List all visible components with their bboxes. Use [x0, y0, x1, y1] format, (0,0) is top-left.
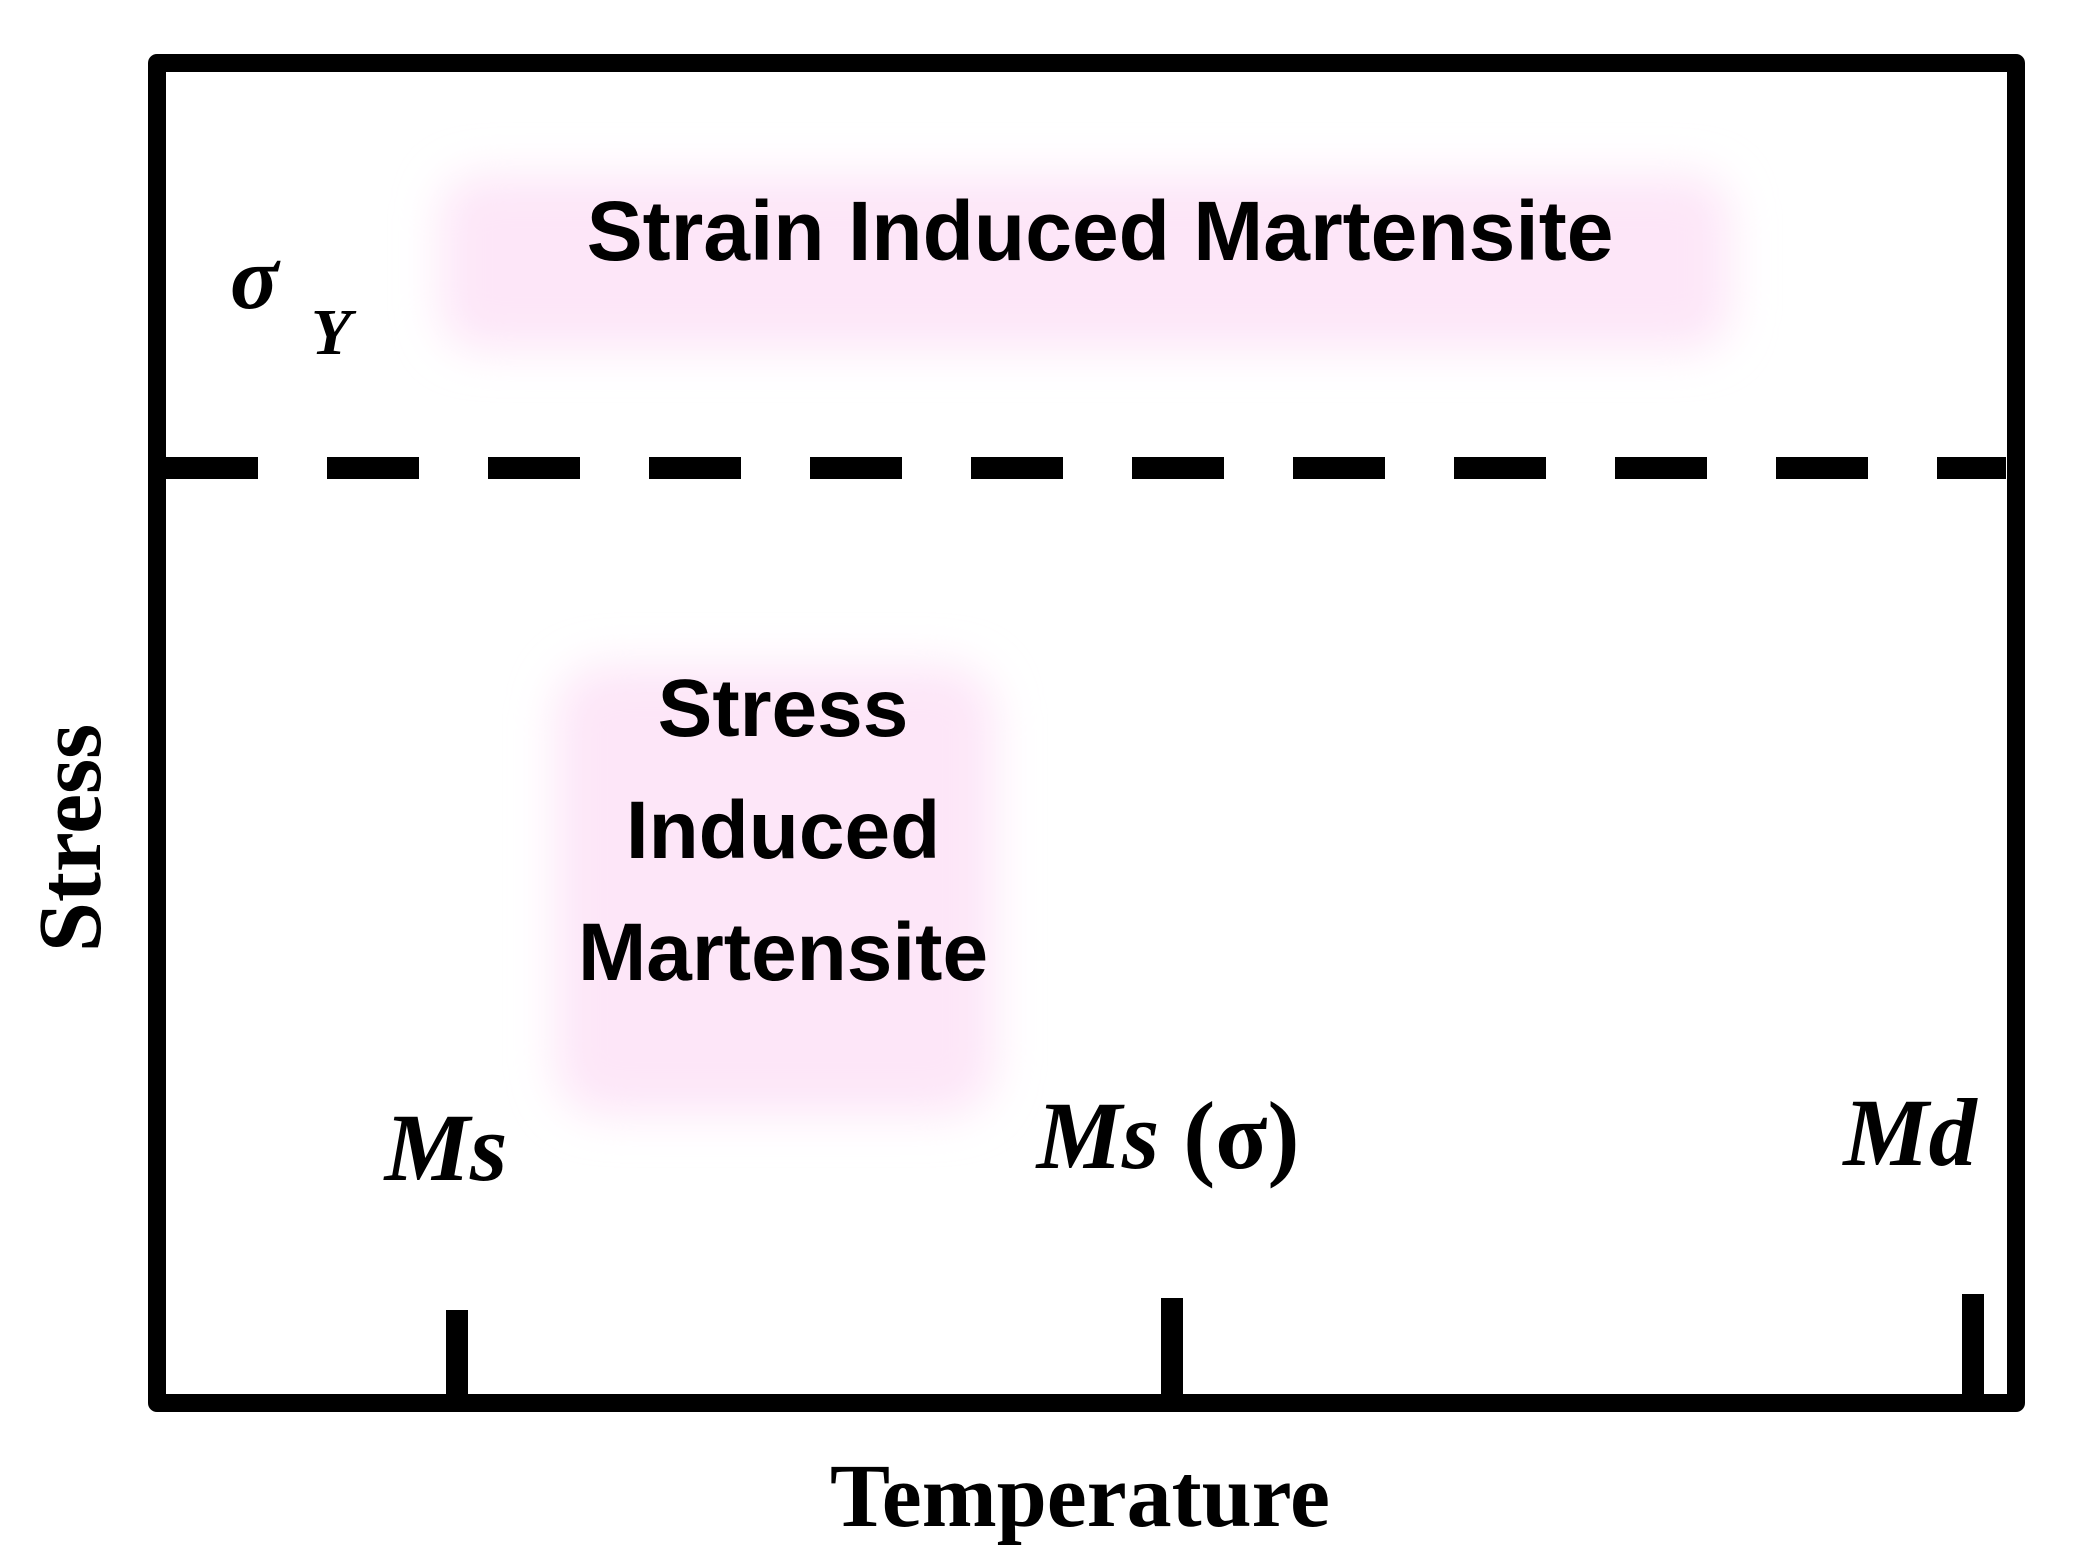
stress-region-highlight	[555, 665, 995, 1115]
plot-frame	[148, 54, 2025, 1412]
yield-stress-symbol: σ	[230, 229, 281, 328]
yield-stress-label: σ Y	[230, 229, 357, 369]
y-axis-title: Stress	[21, 724, 120, 952]
marker-label-md: Md	[1841, 1079, 1978, 1186]
stress-induced-label-line-1: Stress	[658, 663, 909, 754]
stress-induced-label-line-2: Induced	[626, 785, 940, 876]
strain-induced-martensite-label: Strain Induced Martensite	[587, 184, 1614, 278]
x-axis-title: Temperature	[830, 1447, 1330, 1546]
marker-label-ms: Ms	[383, 1094, 508, 1201]
marker-label-ms-sigma: Ms (σ)	[1035, 1082, 1300, 1189]
yield-stress-subscript: Y	[311, 296, 357, 369]
strain-region-highlight	[440, 175, 1730, 350]
stress-induced-label-line-3: Martensite	[578, 907, 988, 998]
